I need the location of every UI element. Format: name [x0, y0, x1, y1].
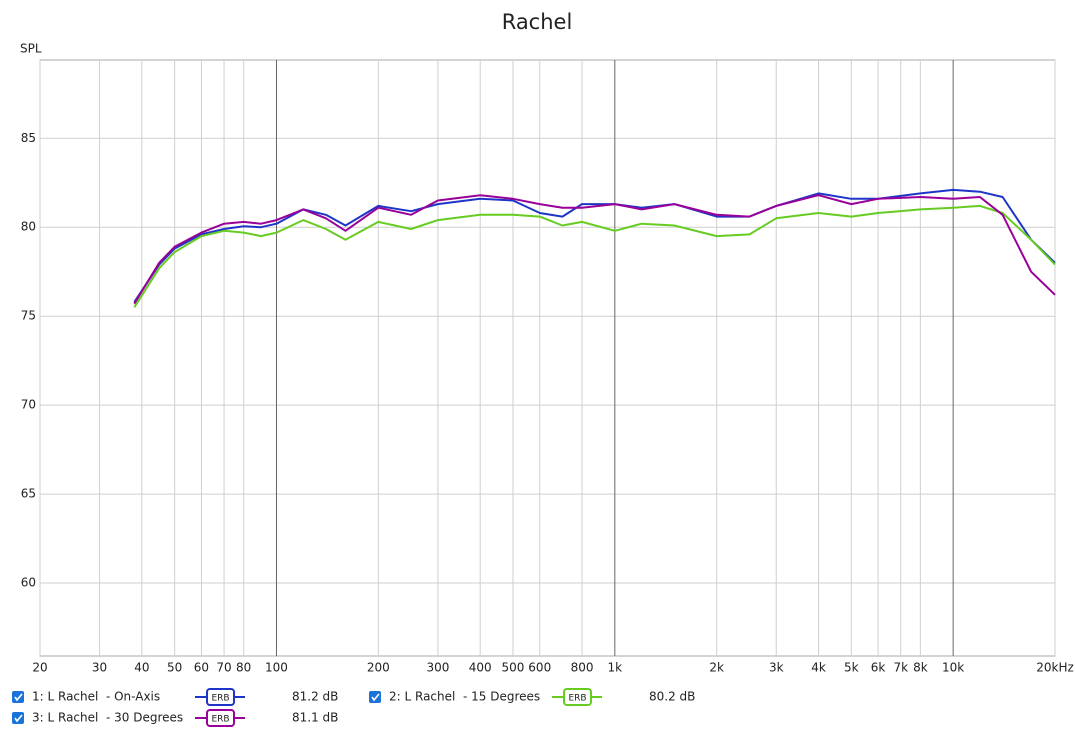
legend-label[interactable]: 2: L Rachel - 15 Degrees — [389, 690, 540, 704]
x-tick-label: 7k — [893, 661, 908, 675]
x-tick-label: 100 — [265, 661, 288, 675]
series-line — [133, 194, 1056, 305]
legend-smoothing: ERB — [211, 694, 229, 704]
legend-checkbox[interactable] — [369, 691, 381, 703]
x-tick-label: 200 — [367, 661, 390, 675]
x-tick-label: 20 — [32, 661, 47, 675]
y-tick-label: 70 — [21, 398, 36, 412]
x-tick-label: 400 — [469, 661, 492, 675]
y-tick-label: 60 — [21, 576, 36, 590]
legend-smoothing: ERB — [568, 694, 586, 704]
legend-level: 80.2 dB — [649, 690, 695, 704]
x-tick-label: 300 — [426, 661, 449, 675]
y-tick-label: 85 — [21, 131, 36, 145]
x-tick-label: 40 — [134, 661, 149, 675]
legend-smoothing-box — [206, 709, 235, 727]
y-tick-label: 65 — [21, 487, 36, 501]
x-tick-label: 8k — [913, 661, 928, 675]
x-tick-label: 800 — [571, 661, 594, 675]
x-tick-label: 4k — [811, 661, 826, 675]
legend-checkbox[interactable] — [12, 712, 24, 724]
series-line — [133, 188, 1056, 303]
x-tick-label: 6k — [871, 661, 886, 675]
legend-level: 81.1 dB — [292, 711, 338, 725]
x-tick-label: 80 — [236, 661, 251, 675]
x-tick-label: 60 — [194, 661, 209, 675]
legend-smoothing-box — [563, 688, 592, 706]
y-tick-label: 80 — [21, 220, 36, 234]
x-tick-label: 5k — [844, 661, 859, 675]
legend-label[interactable]: 3: L Rachel - 30 Degrees — [32, 711, 183, 725]
legend-smoothing-box — [206, 688, 235, 706]
legend-smoothing: ERB — [211, 715, 229, 725]
checkmark — [14, 714, 23, 723]
x-tick-label: 3k — [769, 661, 784, 675]
series-line — [133, 204, 1056, 308]
chart-title: Rachel — [502, 10, 573, 34]
checkmark — [371, 693, 380, 702]
x-tick-label: 2k — [709, 661, 724, 675]
legend-level: 81.2 dB — [292, 690, 338, 704]
x-tick-label: 600 — [528, 661, 551, 675]
x-tick-label: 10k — [942, 661, 964, 675]
legend-checkbox[interactable] — [12, 691, 24, 703]
x-tick-label: 20kHz — [1036, 661, 1074, 675]
legend-label[interactable]: 1: L Rachel - On-Axis — [32, 690, 160, 704]
x-tick-label: 30 — [92, 661, 107, 675]
x-tick-label: 1k — [608, 661, 623, 675]
x-tick-label: 500 — [502, 661, 525, 675]
checkmark — [14, 693, 23, 702]
y-tick-label: 75 — [21, 309, 36, 323]
x-tick-label: 70 — [216, 661, 231, 675]
y-axis-label: SPL — [20, 42, 42, 56]
x-tick-label: 50 — [167, 661, 182, 675]
